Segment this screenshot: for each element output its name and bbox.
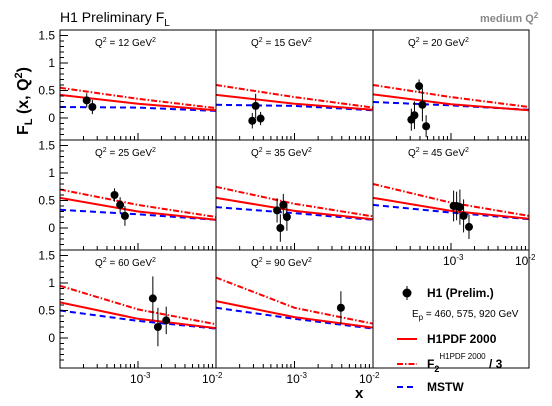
data-point [410, 111, 419, 120]
panel-1: Q2 = 12 GeV2 0 0.5 1 1.5 [38, 29, 217, 141]
data-point [455, 203, 464, 212]
panel-plot-area [216, 185, 373, 242]
data-point [273, 206, 282, 215]
data-point [276, 224, 285, 232]
q2-label: Q2 = 90 GeV2 [251, 257, 312, 269]
panel-plot-area [373, 79, 529, 138]
h1pdf-curve [216, 300, 373, 329]
q2-label: Q2 = 45 GeV2 [408, 147, 469, 159]
panel-frame [372, 249, 530, 369]
panel-7: Q2 = 60 GeV2 0 0.5 1 1.5 10-3 10-2 [38, 249, 223, 387]
y-tick-label: 1.5 [38, 29, 55, 43]
y-tick-label: 0 [48, 221, 55, 235]
x-tick-label: 10-2 [515, 253, 536, 268]
x-axis-label: x [355, 385, 364, 402]
data-point [279, 200, 288, 209]
data-point [422, 122, 431, 131]
panel-grid: Q2 = 12 GeV2 0 0.5 1 1.5 Q2 = 15 GeV2 Q2 = 20 … [38, 29, 536, 387]
q2-label: Q2 = 25 GeV2 [95, 147, 156, 159]
y-tick-label: 0.5 [38, 194, 55, 208]
f2-over-3-curve [216, 185, 373, 218]
f2-over-3-curve [373, 183, 529, 217]
y-tick-label: 1.5 [38, 249, 55, 263]
panel-6: Q2 = 45 GeV2 10-3 10-2 [372, 139, 536, 268]
data-point [256, 114, 265, 123]
y-tick-label: 0 [48, 111, 55, 125]
x-tick-label: 10-3 [443, 253, 464, 268]
legend-mstw-label: MSTW [427, 380, 464, 394]
x-tick-label: 10-2 [359, 371, 380, 386]
h1pdf-curve [373, 196, 529, 220]
x-tick-label: 10-2 [202, 371, 223, 386]
data-point [116, 200, 125, 209]
panel-plot-area [216, 84, 373, 129]
y-tick-label: 1 [48, 276, 55, 290]
panel-plot-area [373, 183, 529, 239]
panel-4: Q2 = 25 GeV2 0 0.5 1 1.5 [38, 139, 217, 251]
panel-2: Q2 = 15 GeV2 [215, 29, 374, 141]
legend: H1 (Prelim.) Ep = 460, 575, 920 GeV H1PD… [397, 286, 519, 394]
q2-label: Q2 = 15 GeV2 [251, 37, 312, 49]
y-tick-label: 0 [48, 331, 55, 345]
f2-over-3-curve [216, 84, 373, 109]
mstw-curve [60, 309, 216, 330]
panel-5: Q2 = 35 GeV2 [215, 139, 374, 251]
x-tick-label: 10-3 [287, 371, 308, 386]
y-tick-label: 1 [48, 56, 55, 70]
h1pdf-curve [373, 93, 529, 112]
f2-over-3-curve [60, 86, 216, 110]
x-tick-label: 10-3 [130, 371, 151, 386]
data-point [415, 82, 424, 91]
data-point [248, 116, 257, 125]
y-tick-label: 1.5 [38, 139, 55, 153]
data-point [282, 213, 291, 221]
mstw-curve [60, 106, 216, 112]
y-tick-label: 0.5 [38, 304, 55, 318]
q2-label: Q2 = 35 GeV2 [251, 147, 312, 159]
legend-data-label: H1 (Prelim.) [427, 286, 494, 300]
h1pdf-curve [60, 196, 216, 221]
f2-over-3-curve [216, 276, 373, 325]
y-tick-label: 0.5 [38, 84, 55, 98]
panel-plot-area [60, 86, 216, 115]
figure-tag: medium Q2 [480, 11, 539, 25]
panel-8: Q2 = 90 GeV2 10-3 10-2 [215, 249, 380, 386]
y-tick-label: 1 [48, 166, 55, 180]
panel-empty [372, 249, 530, 369]
data-point [110, 191, 119, 199]
panel-plot-area [60, 276, 216, 347]
data-point [88, 103, 97, 111]
panel-plot-area [60, 188, 216, 226]
data-point [148, 294, 157, 303]
legend-beam-label: Ep = 460, 575, 920 GeV [412, 309, 519, 322]
data-point [459, 211, 468, 220]
q2-label: Q2 = 12 GeV2 [95, 37, 156, 49]
data-point [162, 316, 171, 325]
data-point [251, 101, 260, 110]
f2-over-3-curve [373, 84, 529, 108]
mstw-curve [216, 306, 373, 330]
q2-label: Q2 = 20 GeV2 [408, 37, 469, 49]
data-point [153, 323, 162, 331]
h1pdf-curve [216, 93, 373, 111]
data-point [336, 303, 345, 312]
y-axis-label: FL (x, Q2) [13, 67, 35, 135]
data-point [418, 100, 427, 109]
h1pdf-curve [216, 196, 373, 221]
legend-h1pdf-label: H1PDF 2000 [427, 332, 497, 346]
data-point [120, 211, 129, 220]
figure-title: H1 Preliminary FL [60, 9, 170, 29]
mstw-curve [216, 206, 373, 221]
legend-f2-label: F2H1PDF 2000 / 3 [427, 352, 503, 374]
f2-over-3-curve [60, 284, 216, 326]
h1pdf-curve [60, 301, 216, 330]
mstw-curve [216, 103, 373, 112]
panel-plot-area [216, 276, 373, 330]
panel-3: Q2 = 20 GeV2 [372, 29, 530, 141]
q2-label: Q2 = 60 GeV2 [95, 257, 156, 269]
f2-over-3-curve [60, 188, 216, 218]
data-point [464, 222, 473, 231]
data-point [82, 96, 91, 105]
